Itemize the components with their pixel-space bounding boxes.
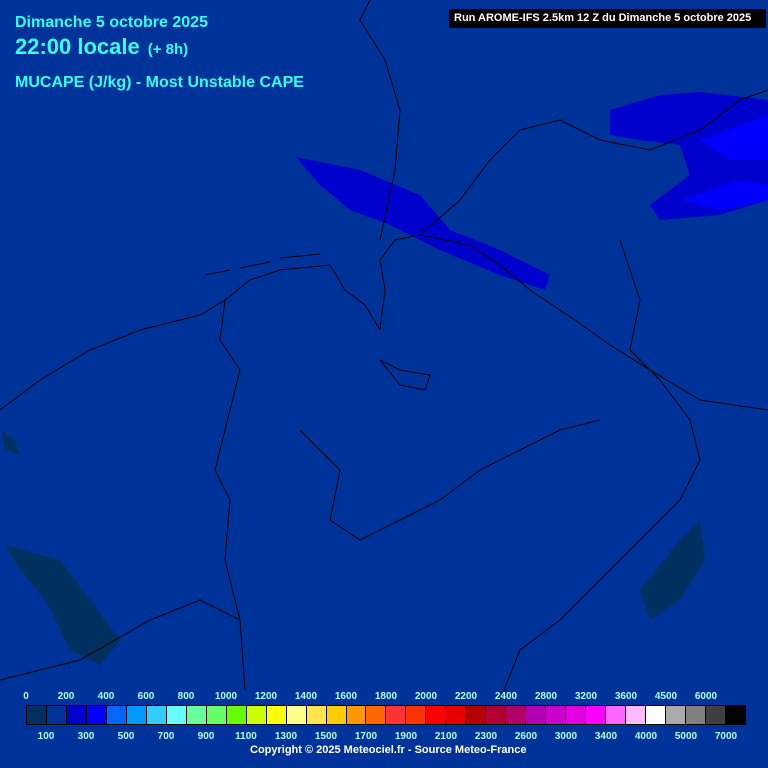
legend-swatch bbox=[186, 706, 207, 724]
legend-swatch bbox=[646, 706, 666, 724]
cape-100-300-areas bbox=[296, 92, 768, 290]
legend-top-label: 3600 bbox=[614, 691, 638, 702]
legend-bottom-label: 100 bbox=[37, 731, 55, 742]
legend-top-label: 400 bbox=[97, 691, 115, 702]
legend-bottom-label: 1300 bbox=[274, 731, 298, 742]
legend-swatch bbox=[366, 706, 387, 724]
legend-swatch bbox=[246, 706, 267, 724]
legend-bottom-label: 4000 bbox=[634, 731, 658, 742]
legend-swatch bbox=[666, 706, 686, 724]
legend-swatch bbox=[346, 706, 367, 724]
legend-swatch bbox=[566, 706, 587, 724]
legend-swatch bbox=[426, 706, 447, 724]
legend-swatch bbox=[326, 706, 347, 724]
legend-swatch bbox=[66, 706, 87, 724]
legend-bottom-label: 1100 bbox=[235, 731, 257, 742]
forecast-offset: (+ 8h) bbox=[147, 41, 189, 58]
legend-bottom-label: 3400 bbox=[594, 731, 618, 742]
legend-top-label: 2400 bbox=[494, 691, 518, 702]
legend-top-label: 1000 bbox=[214, 691, 238, 702]
parameter-title: MUCAPE (J/kg) - Most Unstable CAPE bbox=[15, 74, 304, 91]
legend-bottom-label: 2300 bbox=[474, 731, 498, 742]
legend-swatch bbox=[626, 706, 647, 724]
legend-bottom-label: 700 bbox=[157, 731, 175, 742]
legend-swatch bbox=[306, 706, 327, 724]
legend-swatch bbox=[86, 706, 107, 724]
legend-swatch bbox=[446, 706, 467, 724]
legend-bottom-label: 500 bbox=[117, 731, 135, 742]
legend-swatch bbox=[705, 706, 726, 724]
legend-swatch bbox=[606, 706, 627, 724]
legend-swatch bbox=[526, 706, 547, 724]
legend-bottom-label: 2100 bbox=[434, 731, 458, 742]
run-info: Run AROME-IFS 2.5km 12 Z du Dimanche 5 o… bbox=[449, 9, 766, 28]
legend-swatch bbox=[206, 706, 227, 724]
legend-swatch bbox=[226, 706, 247, 724]
legend-swatch bbox=[266, 706, 287, 724]
legend-swatch bbox=[386, 706, 407, 724]
color-legend bbox=[26, 705, 746, 725]
legend-swatch bbox=[286, 706, 307, 724]
legend-bottom-label: 3000 bbox=[554, 731, 578, 742]
legend-top-label: 2800 bbox=[534, 691, 558, 702]
legend-swatch bbox=[126, 706, 147, 724]
forecast-date: Dimanche 5 octobre 2025 bbox=[15, 14, 208, 31]
legend-swatch bbox=[546, 706, 567, 724]
legend-swatch bbox=[406, 706, 427, 724]
legend-bottom-label: 1900 bbox=[394, 731, 418, 742]
cape-low-areas bbox=[2, 430, 705, 665]
legend-bottom-label: 1500 bbox=[314, 731, 338, 742]
legend-swatch bbox=[166, 706, 187, 724]
legend-swatch bbox=[685, 706, 706, 724]
legend-swatch bbox=[725, 706, 745, 724]
legend-bottom-label: 2600 bbox=[514, 731, 538, 742]
legend-swatch bbox=[466, 706, 487, 724]
copyright: Copyright © 2025 Meteociel.fr - Source M… bbox=[250, 744, 527, 756]
legend-top-label: 1400 bbox=[294, 691, 318, 702]
legend-top-label: 200 bbox=[57, 691, 75, 702]
legend-swatch bbox=[506, 706, 527, 724]
legend-top-label: 6000 bbox=[694, 691, 718, 702]
legend-bottom-label: 5000 bbox=[674, 731, 698, 742]
legend-top-label: 4500 bbox=[654, 691, 678, 702]
legend-swatch bbox=[106, 706, 127, 724]
legend-swatch bbox=[146, 706, 167, 724]
legend-swatch bbox=[27, 706, 47, 724]
legend-top-label: 0 bbox=[23, 691, 29, 702]
legend-top-label: 1200 bbox=[254, 691, 278, 702]
legend-top-label: 800 bbox=[177, 691, 195, 702]
legend-top-label: 1800 bbox=[374, 691, 398, 702]
forecast-time: 22:00 locale (+ 8h) bbox=[15, 34, 188, 60]
cape-300-500-areas bbox=[680, 115, 768, 210]
legend-swatch bbox=[586, 706, 607, 724]
legend-bottom-label: 900 bbox=[197, 731, 215, 742]
coastlines-borders bbox=[0, 0, 768, 701]
legend-top-label: 600 bbox=[137, 691, 155, 702]
legend-swatch bbox=[46, 706, 67, 724]
legend-top-label: 1600 bbox=[334, 691, 358, 702]
legend-swatch bbox=[486, 706, 507, 724]
legend-top-label: 2000 bbox=[414, 691, 438, 702]
legend-bottom-label: 7000 bbox=[714, 731, 738, 742]
legend-top-label: 3200 bbox=[574, 691, 598, 702]
legend-top-label: 2200 bbox=[454, 691, 478, 702]
legend-bottom-label: 1700 bbox=[354, 731, 378, 742]
legend-bottom-label: 300 bbox=[77, 731, 95, 742]
local-time: 22:00 locale bbox=[15, 34, 140, 59]
